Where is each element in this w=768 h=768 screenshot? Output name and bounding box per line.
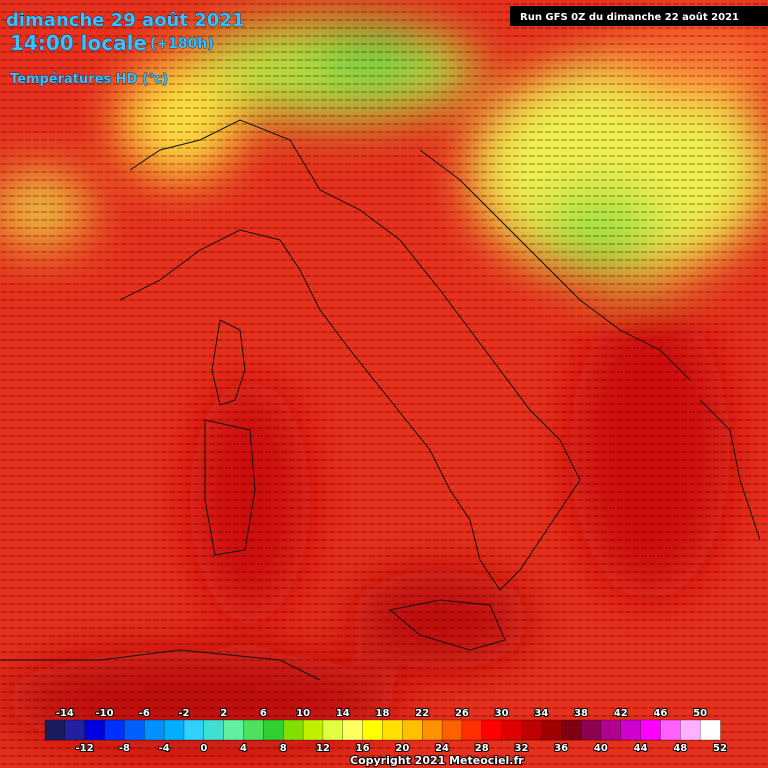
copyright: Copyright 2021 Meteociel.fr (350, 754, 524, 767)
scale-label: 18 (376, 708, 390, 719)
scale-label: 52 (713, 743, 727, 754)
color-swatch (521, 719, 542, 741)
run: Run GFS 0Z du dimanche 22 août 2021 (520, 11, 739, 23)
color-swatch (84, 719, 106, 741)
scale-label: 4 (240, 743, 247, 754)
scale-label: 34 (534, 708, 548, 719)
scale-label: 46 (653, 708, 667, 719)
scale-label: 12 (316, 743, 330, 754)
color-swatch (422, 719, 443, 741)
scale-label: 44 (634, 743, 648, 754)
date: dimanche 29 août 2021 (6, 10, 244, 31)
color-swatch (183, 719, 205, 741)
scale-label: 38 (574, 708, 588, 719)
color-swatch (680, 719, 701, 741)
time: 14:00 locale (10, 31, 147, 55)
color-swatch (640, 719, 662, 741)
scale-label: 30 (495, 708, 509, 719)
scale-label: -2 (178, 708, 189, 719)
color-swatch (64, 719, 86, 741)
color-swatch (561, 719, 582, 741)
color-swatch (441, 719, 463, 741)
run-box (510, 6, 768, 26)
color-swatch (461, 719, 483, 741)
scale-label: -12 (76, 743, 94, 754)
coastlines (0, 119, 761, 681)
scale-label: 48 (673, 743, 687, 754)
color-swatch (620, 719, 642, 741)
scale-label: 42 (614, 708, 628, 719)
scale-label: 28 (475, 743, 489, 754)
scale-label: 50 (693, 708, 707, 719)
scale-label: 26 (455, 708, 469, 719)
scale-label: 2 (220, 708, 227, 719)
color-swatch (243, 719, 265, 741)
scale-label: -6 (139, 708, 150, 719)
color-swatch (163, 719, 185, 741)
time-line: 14:00 locale (+180h) (10, 31, 215, 56)
scale-label: -8 (119, 743, 130, 754)
scale-label: 8 (280, 743, 287, 754)
color-swatch (322, 719, 344, 741)
scale-label: -14 (56, 708, 74, 719)
color-swatch (263, 719, 284, 741)
variable: Températures HD (°c) (10, 72, 168, 87)
color-swatch (699, 719, 721, 741)
color-swatch (302, 719, 324, 741)
color-swatch (124, 719, 145, 741)
color-swatch (144, 719, 165, 741)
scale-label: 40 (594, 743, 608, 754)
color-swatch (223, 719, 245, 741)
scale-label: 0 (200, 743, 207, 754)
scale-label: 14 (336, 708, 350, 719)
scale-label: 6 (260, 708, 267, 719)
scale-label: 20 (395, 743, 409, 754)
color-swatch (283, 719, 304, 741)
color-scale: -14 -10 -6 -2 2 6 10 14 18 22 26 30 34 38 42 46 50-12 -8-… (44, 707, 728, 755)
scale-label: 22 (415, 708, 429, 719)
color-swatch (580, 719, 602, 741)
color-swatch (660, 719, 681, 741)
color-swatch (203, 719, 225, 741)
scale-label: -4 (159, 743, 170, 754)
color-swatch (44, 719, 66, 741)
scale-label: -10 (96, 708, 114, 719)
color-swatch (402, 719, 423, 741)
color-swatch (362, 719, 384, 741)
color-swatch (342, 719, 364, 741)
color-swatch (481, 719, 503, 741)
scale-label: 24 (435, 743, 449, 754)
scale-label: 32 (515, 743, 529, 754)
color-swatch (501, 719, 523, 741)
color-swatch (382, 719, 404, 741)
lead: (+180h) (150, 36, 214, 52)
scale-label: 36 (554, 743, 568, 754)
scale-label: 10 (296, 708, 310, 719)
scale-label: 16 (356, 743, 370, 754)
color-swatch (541, 719, 562, 741)
color-swatch (104, 719, 126, 741)
color-swatch (600, 719, 622, 741)
